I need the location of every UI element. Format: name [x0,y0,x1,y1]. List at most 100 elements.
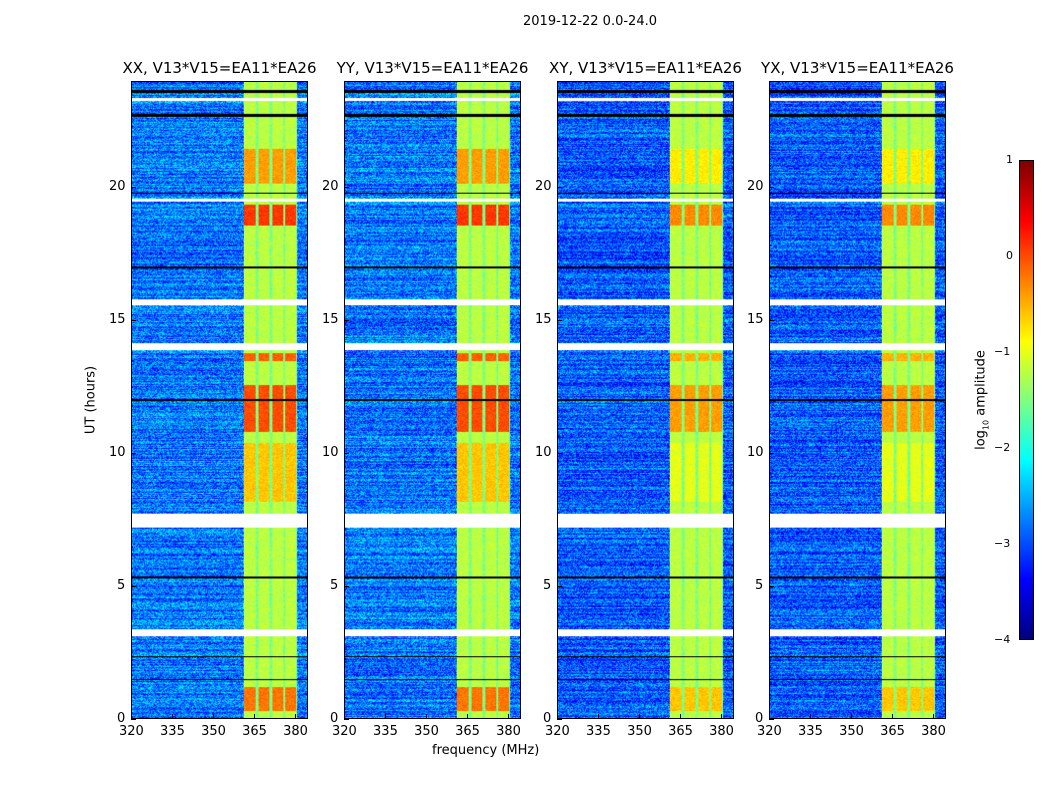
x-tick-label: 335 [373,724,398,739]
x-tick-mark [295,714,297,719]
y-tick-mark [344,453,349,455]
y-tick-mark [769,586,774,588]
x-tick-label: 320 [332,724,357,739]
x-tick-label: 350 [627,724,652,739]
y-tick-label: 10 [747,445,764,461]
y-tick-label: 10 [322,445,339,461]
x-tick-label: 365 [880,724,905,739]
y-tick-mark [131,320,136,322]
y-tick-label: 15 [109,312,126,328]
x-tick-mark [131,714,132,719]
y-tick-label: 15 [747,312,764,328]
panel-title: XX, V13*V15=EA11*EA26 [122,59,317,77]
x-tick-mark [810,714,812,719]
x-tick-mark [344,714,345,719]
y-tick-mark [769,320,774,322]
x-tick-mark [467,714,469,719]
heatmap-panel [131,81,308,719]
y-tick-label: 0 [755,711,764,726]
x-tick-mark [721,714,723,719]
y-tick-mark [131,453,136,455]
y-tick-mark [557,719,562,720]
x-tick-label: 320 [545,724,570,739]
colorbar-tick-label: −4 [994,633,1011,646]
heatmap-panel [557,81,734,719]
y-tick-label: 20 [109,179,126,195]
x-tick-mark [172,714,174,719]
x-tick-mark [508,714,510,719]
x-tick-mark [892,714,894,719]
panel-title: YX, V13*V15=EA11*EA26 [761,59,954,77]
y-tick-label: 5 [330,578,339,594]
x-tick-label: 365 [242,724,267,739]
x-tick-label: 380 [283,724,308,739]
y-tick-label: 0 [330,711,339,726]
y-tick-mark [131,586,136,588]
colorbar-label: log10 amplitude [973,350,991,450]
x-tick-label: 335 [160,724,185,739]
x-tick-label: 365 [455,724,480,739]
y-tick-label: 10 [109,445,126,461]
y-tick-mark [557,187,562,189]
x-tick-label: 350 [414,724,439,739]
colorbar-tick-label: 1 [1006,153,1013,166]
x-tick-mark [213,714,215,719]
x-tick-label: 380 [496,724,521,739]
x-tick-mark [254,714,256,719]
y-tick-mark [131,187,136,189]
colorbar-tick-label: −2 [994,441,1011,454]
y-tick-label: 5 [543,578,552,594]
x-tick-label: 320 [757,724,782,739]
y-axis-label: UT (hours) [83,365,99,435]
y-tick-mark [557,320,562,322]
x-tick-mark [851,714,853,719]
y-tick-mark [769,719,774,720]
x-tick-label: 335 [586,724,611,739]
colorbar-tick-label: −3 [994,537,1011,550]
y-tick-label: 20 [535,179,552,195]
y-tick-label: 10 [535,445,552,461]
y-tick-mark [557,453,562,455]
figure-title: 2019-12-22 0.0-24.0 [523,14,657,29]
y-tick-mark [344,719,349,720]
colorbar [1019,160,1034,640]
y-tick-label: 15 [535,312,552,328]
heatmap-panel [344,81,521,719]
panel-title: XY, V13*V15=EA11*EA26 [549,59,742,77]
x-tick-label: 380 [709,724,734,739]
x-tick-mark [933,714,935,719]
y-tick-mark [769,187,774,189]
y-tick-mark [557,586,562,588]
y-tick-label: 5 [755,578,764,594]
y-tick-mark [769,453,774,455]
y-tick-label: 20 [747,179,764,195]
x-tick-label: 365 [668,724,693,739]
x-tick-label: 350 [839,724,864,739]
x-tick-mark [598,714,600,719]
y-tick-label: 0 [543,711,552,726]
x-tick-mark [385,714,387,719]
panel-title: YY, V13*V15=EA11*EA26 [336,59,529,77]
x-tick-label: 320 [119,724,144,739]
y-tick-mark [344,187,349,189]
y-tick-mark [131,719,136,720]
y-tick-mark [344,586,349,588]
x-tick-label: 350 [201,724,226,739]
y-tick-label: 15 [322,312,339,328]
y-tick-label: 0 [117,711,126,726]
x-tick-mark [557,714,558,719]
colorbar-tick-label: 0 [1006,249,1013,262]
colorbar-tick-label: −1 [994,345,1011,358]
y-tick-label: 20 [322,179,339,195]
heatmap-panel [769,81,946,719]
x-tick-mark [639,714,641,719]
y-tick-mark [344,320,349,322]
x-tick-mark [426,714,428,719]
x-tick-label: 335 [798,724,823,739]
x-tick-label: 380 [921,724,946,739]
x-tick-mark [680,714,682,719]
x-tick-mark [769,714,770,719]
x-axis-label: frequency (MHz) [432,743,540,758]
y-tick-label: 5 [117,578,126,594]
